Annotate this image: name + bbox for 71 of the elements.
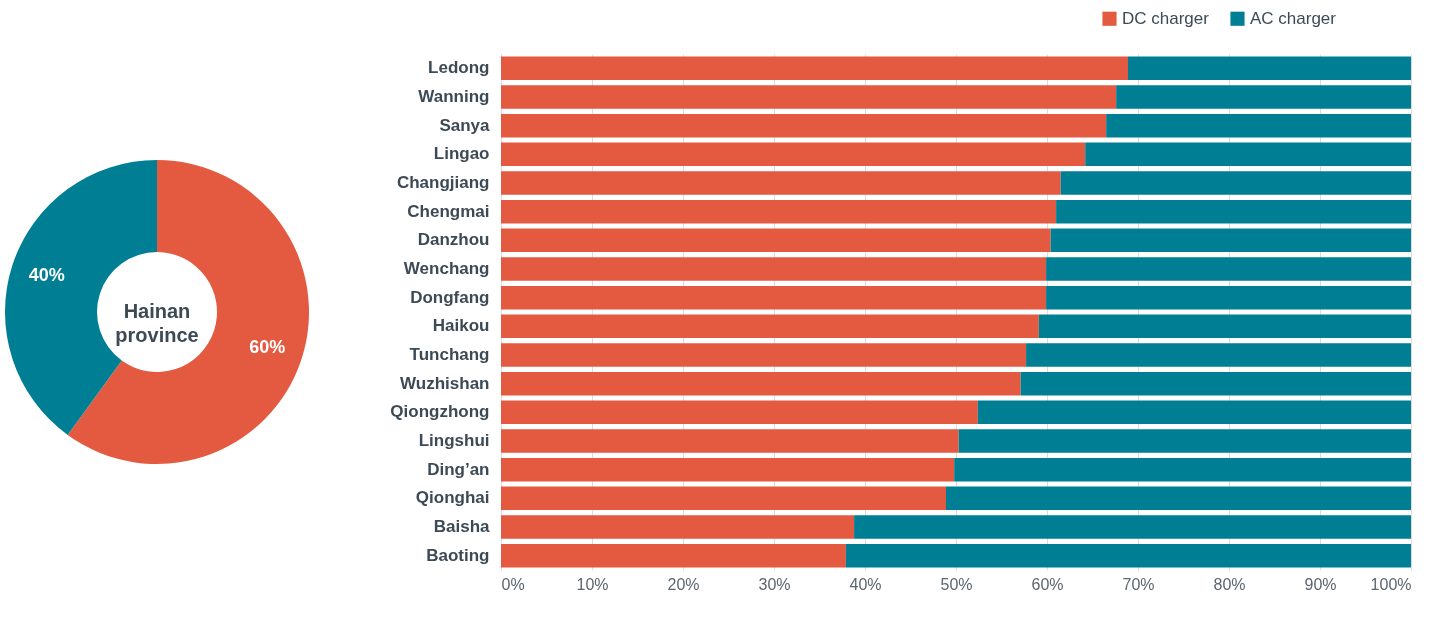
y-tick-label: Wuzhishan	[400, 373, 490, 393]
bar	[1046, 257, 1411, 281]
y-tick-label: Baisha	[433, 517, 491, 536]
bar	[845, 543, 1411, 568]
data-label: 40%	[28, 265, 65, 286]
bar	[501, 457, 955, 482]
bar	[977, 400, 1411, 425]
bar	[501, 543, 846, 568]
bar	[1085, 142, 1411, 167]
bar	[1026, 343, 1411, 367]
legend-label: DC charger	[1122, 8, 1210, 28]
bar	[501, 257, 1047, 281]
bar	[1020, 371, 1411, 396]
y-tick-label: Qiongzhong	[390, 402, 490, 422]
bar	[1116, 85, 1411, 109]
bar	[501, 171, 1061, 195]
x-tick-label: 100%	[1370, 575, 1412, 593]
bar	[501, 343, 1027, 367]
text: Hainan province	[115, 300, 199, 346]
y-tick-label: Qionghai	[415, 488, 490, 508]
x-tick-label: 20%	[667, 575, 700, 593]
bar	[501, 142, 1086, 167]
x-tick-label: 50%	[940, 575, 973, 593]
bar	[1106, 113, 1411, 138]
bar	[945, 486, 1411, 511]
bar	[501, 113, 1107, 138]
y-tick-label: Dongfang	[410, 287, 490, 307]
bar	[501, 486, 946, 511]
bar	[1056, 199, 1411, 224]
y-tick-label: Baoting	[426, 545, 490, 565]
bar	[501, 85, 1117, 109]
bar	[854, 515, 1411, 539]
x-tick-label: 30%	[758, 575, 791, 593]
data-label: 60%	[249, 336, 286, 357]
y-tick-label: Ledong	[428, 58, 490, 78]
bar	[1046, 285, 1411, 310]
y-tick-label: Ding’an	[427, 459, 490, 479]
y-tick-label: Lingshui	[418, 431, 490, 450]
bar	[501, 400, 978, 425]
y-tick-label: Lingao	[433, 144, 490, 164]
y-tick-label: Haikou	[432, 316, 490, 336]
bar	[1060, 171, 1411, 195]
x-tick-label: 0%	[501, 575, 525, 593]
bar	[501, 56, 1128, 81]
y-tick-label: Chengmai	[407, 201, 490, 221]
y-tick-label: Tunchang	[409, 345, 490, 364]
bar	[1038, 314, 1411, 339]
y-tick-label: Danzhou	[417, 230, 490, 250]
bar	[501, 285, 1047, 310]
x-tick-label: 60%	[1031, 575, 1064, 593]
bar	[501, 314, 1039, 339]
bar	[1050, 228, 1411, 253]
x-tick-label: 10%	[576, 575, 609, 593]
x-tick-label: 90%	[1304, 575, 1337, 593]
bar	[501, 199, 1057, 224]
bar	[954, 457, 1411, 482]
x-tick-label: 40%	[849, 575, 882, 593]
x-tick-label: 80%	[1213, 575, 1246, 593]
y-tick-label: Changjiang	[396, 173, 490, 192]
bar	[501, 429, 959, 453]
y-tick-label: Wenchang	[403, 259, 490, 278]
y-tick-label: Sanya	[439, 115, 491, 135]
bar	[501, 228, 1051, 253]
bar	[501, 371, 1021, 396]
y-tick-label: Wanning	[418, 87, 490, 106]
bar	[501, 515, 855, 539]
donut-slice	[67, 160, 309, 464]
bar	[1127, 56, 1411, 81]
legend-label: AC charger	[1250, 8, 1337, 28]
bar	[958, 429, 1411, 453]
x-tick-label: 70%	[1122, 575, 1155, 593]
